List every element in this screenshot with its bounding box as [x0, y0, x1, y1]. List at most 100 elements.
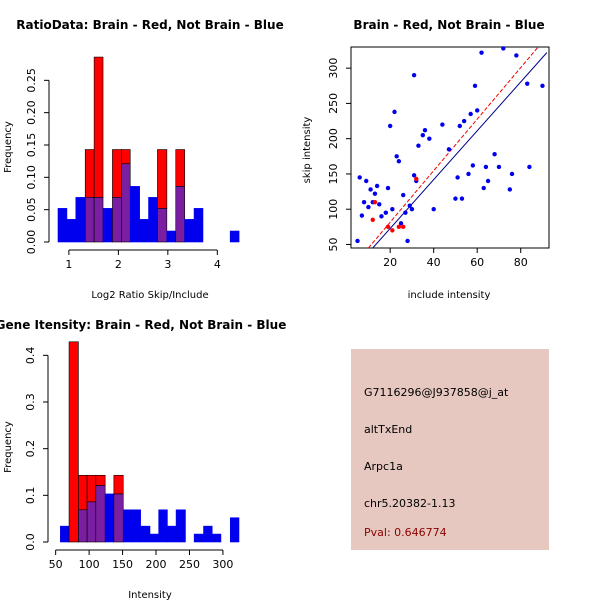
p1-y-tick-label: 0.15 — [25, 133, 38, 158]
pval-label: Pval: 0.646774 — [364, 526, 447, 539]
p1-y-tick-label: 0.20 — [25, 100, 38, 125]
p1-bar-upper — [157, 149, 168, 209]
p1-bar-blue — [193, 208, 204, 243]
p1-bar-blue — [75, 197, 86, 243]
p3-bar-blue — [131, 509, 141, 543]
ratio-histogram-panel: RatioData: Brain - Red, Not Brain - Blue… — [3, 18, 284, 301]
scatter-point-blue — [461, 118, 467, 124]
gene-intensity-ylabel: Frequency — [3, 421, 14, 473]
scatter-point-blue — [459, 196, 465, 201]
p1-bar-overlap — [157, 208, 168, 243]
p1-bar-overlap — [112, 197, 122, 243]
scatter-point-blue — [540, 83, 545, 88]
p3-bar-overlap — [78, 509, 88, 543]
scatter-point-blue — [501, 46, 506, 51]
scatter-point-blue — [407, 203, 412, 208]
scatter-point-blue — [374, 183, 380, 189]
scatter-point-blue — [385, 185, 391, 191]
scatter-x-tick-label: 40 — [427, 256, 441, 269]
p3-x-tick-label: 200 — [146, 558, 167, 571]
scatter-point-blue — [411, 73, 417, 78]
p1-x-tick-label: 4 — [214, 258, 221, 271]
p1-x-tick-label: 2 — [115, 258, 122, 271]
scatter-point-blue — [392, 109, 397, 115]
scatter-point-blue — [387, 123, 393, 129]
p3-x-tick-label: 300 — [212, 558, 233, 571]
scatter-x-tick-label: 20 — [383, 256, 397, 269]
scatter-point-blue — [453, 196, 458, 201]
p3-bar-blue — [193, 533, 204, 543]
p1-bar-overlap — [84, 197, 95, 243]
p3-x-tick-label: 50 — [49, 558, 63, 571]
scatter-point-blue — [466, 171, 471, 177]
scatter-point-blue — [457, 123, 462, 129]
p3-x-tick-label: 150 — [112, 558, 133, 571]
intensity-scatter-panel: Brain - Red, Not Brain - Blue 20 40 60 80 5… — [302, 18, 550, 301]
scatter-point-blue — [507, 187, 513, 192]
scatter-point-red — [390, 228, 395, 233]
scatter-point-blue — [527, 164, 532, 170]
p3-bar-upper — [95, 474, 106, 486]
gene-intensity-xlabel: Intensity — [128, 590, 172, 600]
scatter-point-blue — [472, 83, 478, 88]
scatter-point-blue — [455, 175, 460, 180]
scatter-point-blue — [468, 111, 473, 117]
scatter-xlabel: include intensity — [408, 290, 491, 301]
p1-bar-blue — [166, 230, 177, 243]
scatter-point-red — [396, 224, 402, 230]
p3-y-tick-label: 0.2 — [24, 440, 37, 458]
p1-bar-overlap — [93, 197, 104, 243]
scatter-point-blue — [396, 159, 402, 164]
scatter-point-blue — [496, 164, 502, 170]
scatter-point-blue — [481, 185, 486, 191]
scatter-point-blue — [359, 213, 365, 218]
scatter-point-blue — [405, 238, 410, 244]
scatter-point-red — [372, 199, 378, 205]
p3-bar-upper — [78, 474, 88, 511]
scatter-point-red — [401, 224, 406, 230]
scatter-plot-frame — [350, 46, 550, 249]
p3-bar-blue — [175, 509, 186, 543]
scatter-point-blue — [485, 178, 491, 184]
scatter-point-blue — [368, 187, 373, 192]
scatter-y-tick-label: 200 — [327, 128, 340, 149]
p3-bar-overlap — [113, 493, 124, 543]
scatter-red-fit-line — [368, 46, 539, 249]
p1-y-tick-label: 0.10 — [25, 165, 38, 190]
ratio-histogram-xlabel: Log2 Ratio Skip/Include — [91, 290, 208, 301]
scatter-point-blue — [409, 207, 415, 212]
p1-bar-blue — [57, 208, 68, 243]
scatter-point-blue — [483, 164, 489, 170]
p1-y-tick-label: 0.00 — [25, 230, 38, 255]
event-type-label: altTxEnd — [364, 423, 413, 436]
p3-bar-overlap — [86, 501, 97, 543]
p1-bar-blue — [139, 219, 149, 243]
p3-bar-blue — [140, 525, 151, 543]
scatter-point-blue — [479, 50, 484, 55]
p1-x-tick-label: 1 — [65, 258, 72, 271]
p1-bar-blue — [66, 219, 77, 243]
ratio-histogram-title: RatioData: Brain - Red, Not Brain - Blue — [16, 18, 283, 32]
scatter-y-tick-label: 300 — [327, 58, 340, 79]
probe-id-label: G7116296@J937858@j_at — [364, 386, 509, 399]
scatter-y-tick-label: 250 — [327, 93, 340, 114]
p3-x-tick-label: 250 — [179, 558, 200, 571]
p3-x-tick-label: 100 — [79, 558, 100, 571]
scatter-point-blue — [398, 221, 404, 226]
p3-bar-upper — [86, 474, 97, 503]
scatter-y-tick-label: 100 — [327, 199, 340, 220]
gene-name-label: Arpc1a — [364, 460, 403, 473]
scatter-point-blue — [394, 154, 399, 159]
p1-bar-upper — [121, 149, 131, 165]
scatter-x-tick-label: 60 — [470, 256, 484, 269]
p3-y-tick-label: 0.3 — [24, 393, 37, 411]
scatter-point-blue — [377, 202, 382, 207]
p3-bar-blue — [60, 525, 70, 543]
scatter-y-tick-label: 50 — [327, 237, 340, 251]
p3-y-tick-label: 0.4 — [24, 347, 37, 365]
p1-bar-blue — [148, 197, 158, 243]
scatter-point-blue — [427, 136, 432, 141]
scatter-point-blue — [401, 192, 406, 198]
scatter-point-blue — [379, 214, 384, 219]
